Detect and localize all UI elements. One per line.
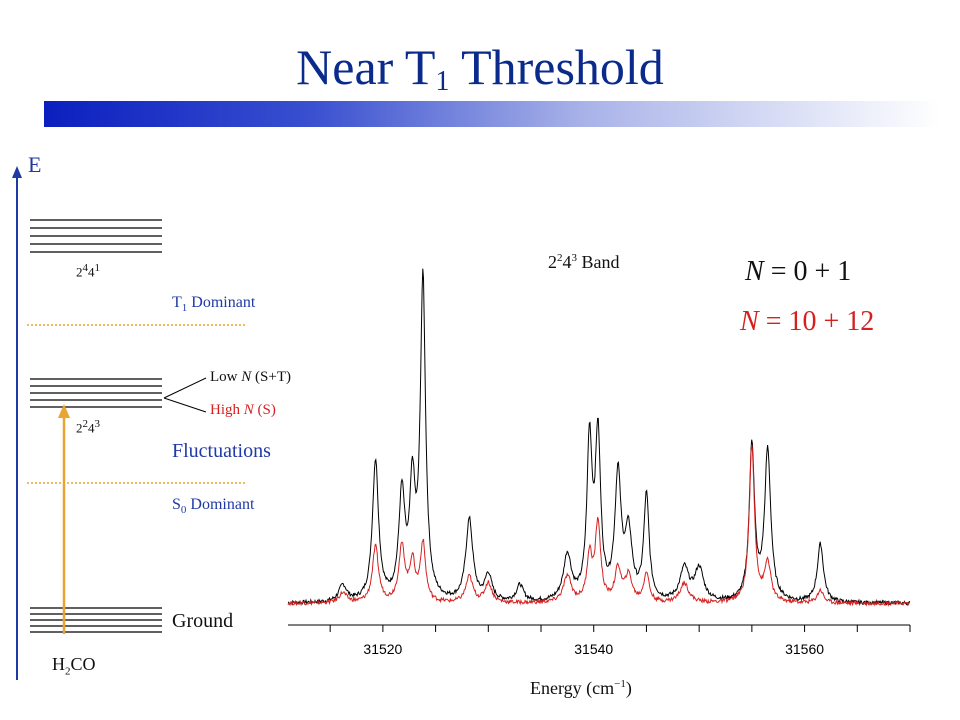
x-tick-label-31540: 31540 (574, 641, 613, 657)
low-n-label: Low N (S+T) (210, 369, 291, 385)
upper-level-lines (30, 219, 162, 253)
low-n-pointer (163, 377, 207, 399)
middle-level-lines (30, 378, 162, 408)
legend-entry-n-high: N = 10 + 12 (740, 306, 875, 337)
x-axis-label: Energy (cm−1) (530, 678, 632, 698)
t1-dominant-label: T1 Dominant (172, 294, 256, 315)
slide-title: Near T1 Threshold (296, 39, 664, 97)
s0-dominant-label: S0 Dominant (172, 496, 255, 517)
fluctuations-label: Fluctuations (172, 440, 271, 462)
middle-level-label: 2243 (76, 418, 100, 436)
energy-axis-arrowhead (12, 166, 22, 178)
x-tick-label-31520: 31520 (363, 641, 402, 657)
chart-title: 2243 Band (548, 252, 620, 272)
title-gradient-bar (44, 101, 940, 127)
ground-level-lines (30, 607, 162, 633)
x-tick-label-31560: 31560 (785, 641, 824, 657)
ground-label: Ground (172, 610, 234, 632)
high-n-pointer (163, 397, 207, 413)
energy-axis-label: E (28, 152, 42, 177)
series-line-n-high (287, 444, 911, 607)
series-line-n-low (287, 268, 911, 607)
upper-level-label: 2441 (76, 262, 100, 280)
excitation-arrowhead (58, 404, 70, 418)
molecule-label: H2CO (52, 654, 96, 678)
legend-entry-n-low: N = 0 + 1 (745, 256, 852, 287)
high-n-label: High N (S) (210, 402, 276, 418)
